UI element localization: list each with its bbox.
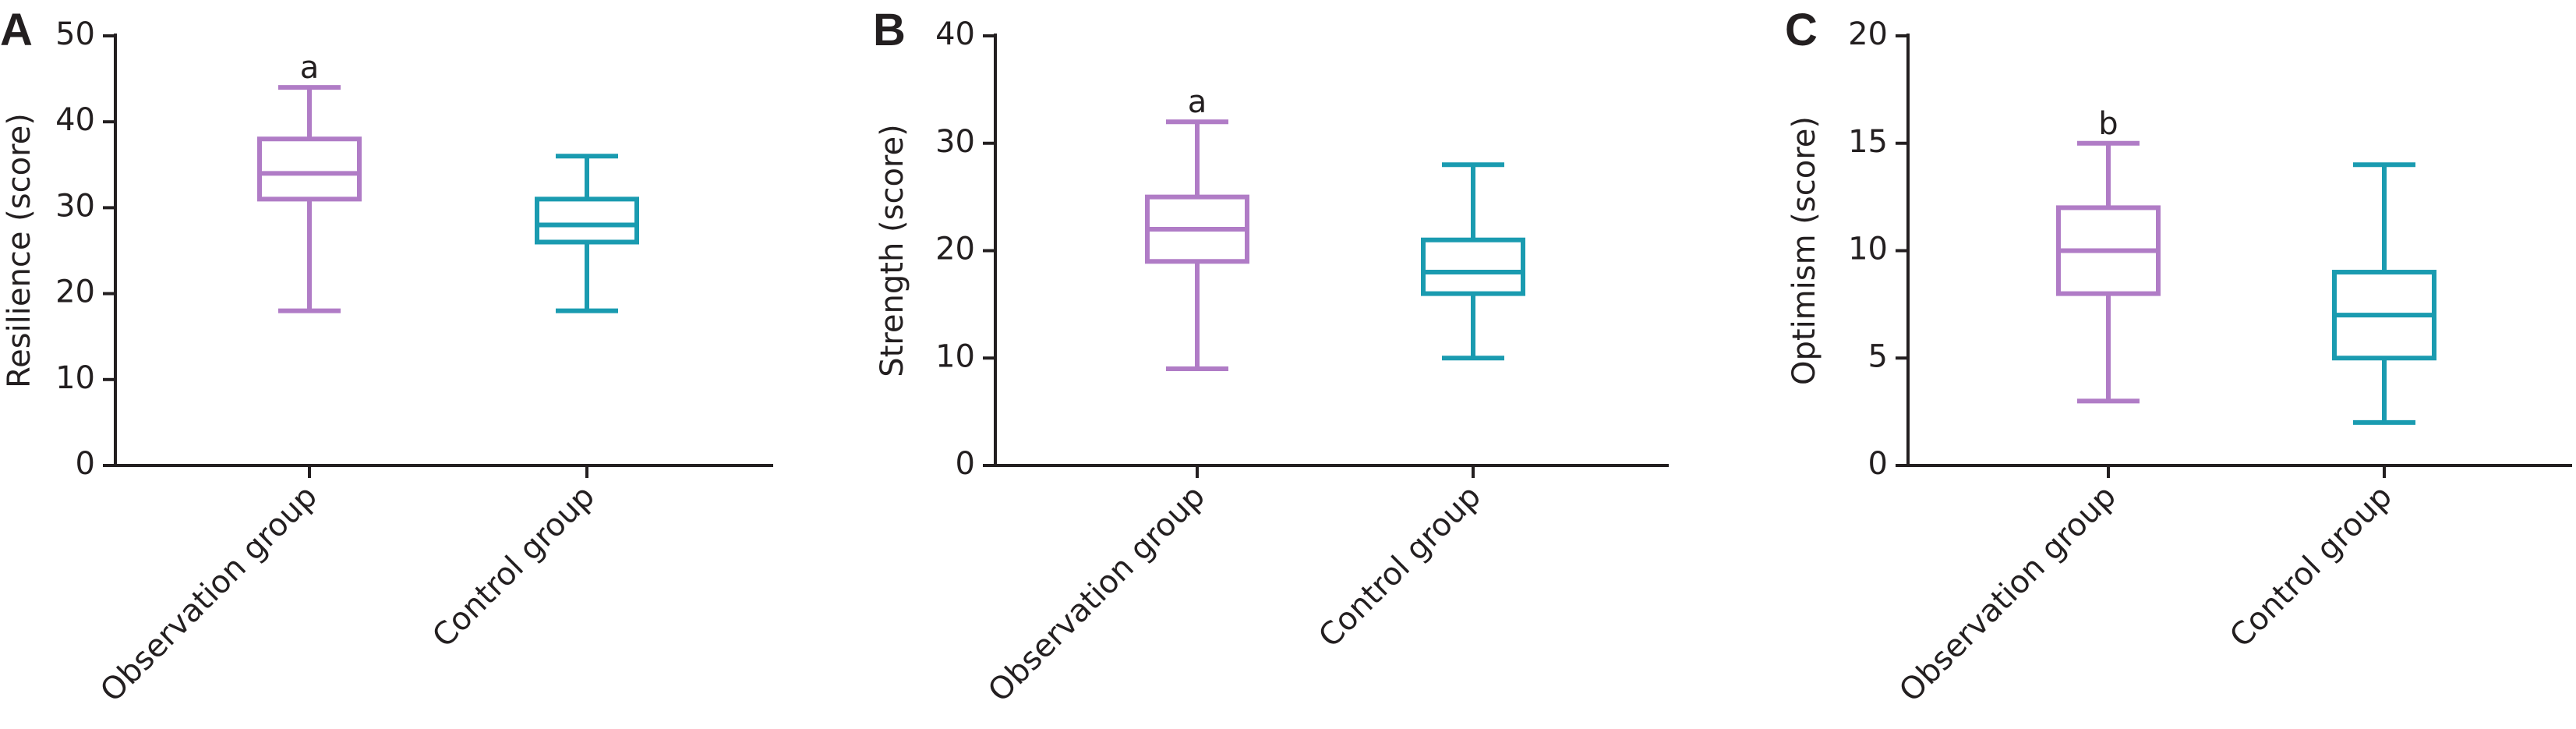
- y-tick-label: 0: [956, 446, 975, 482]
- y-tick-label: 20: [55, 274, 95, 310]
- x-tick-label: Observation group: [981, 479, 1212, 710]
- box: [535, 196, 639, 245]
- y-tick-label: 0: [1868, 446, 1888, 482]
- panel-label: A: [0, 5, 33, 55]
- y-tick-label: 30: [55, 188, 95, 224]
- y-tick-label: 50: [55, 16, 95, 52]
- y-tick-label: 15: [1848, 124, 1888, 160]
- box: [1421, 237, 1525, 296]
- y-tick-label: 10: [1848, 232, 1888, 267]
- y-tick-label: 0: [76, 446, 95, 482]
- y-axis-label: Strength (score): [875, 124, 910, 377]
- y-axis-label: Optimism (score): [1786, 116, 1822, 385]
- y-tick-label: 10: [935, 338, 975, 374]
- y-tick-label: 40: [935, 16, 975, 52]
- x-tick-label: Observation group: [1892, 479, 2123, 710]
- y-tick-label: 20: [1848, 16, 1888, 52]
- annotation: b: [2098, 106, 2118, 142]
- x-tick-label: Observation group: [94, 479, 324, 710]
- annotation: a: [300, 50, 320, 86]
- y-tick-label: 10: [55, 360, 95, 396]
- y-axis-label: Resilience (score): [2, 113, 37, 388]
- y-tick-label: 5: [1868, 338, 1888, 374]
- x-tick-label: Control group: [426, 479, 602, 655]
- x-tick-label: Control group: [2223, 479, 2399, 655]
- y-tick-label: 20: [935, 232, 975, 267]
- x-tick-label: Control group: [1312, 479, 1488, 655]
- y-tick-label: 40: [55, 102, 95, 138]
- panel-label: C: [1785, 5, 1818, 55]
- y-tick-label: 30: [935, 124, 975, 160]
- panel-label: B: [873, 5, 906, 55]
- annotation: a: [1188, 84, 1207, 120]
- box: [257, 136, 362, 202]
